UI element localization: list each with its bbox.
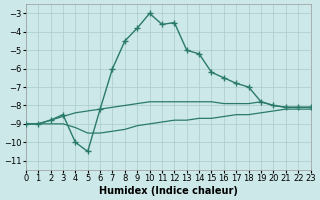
X-axis label: Humidex (Indice chaleur): Humidex (Indice chaleur)	[99, 186, 238, 196]
